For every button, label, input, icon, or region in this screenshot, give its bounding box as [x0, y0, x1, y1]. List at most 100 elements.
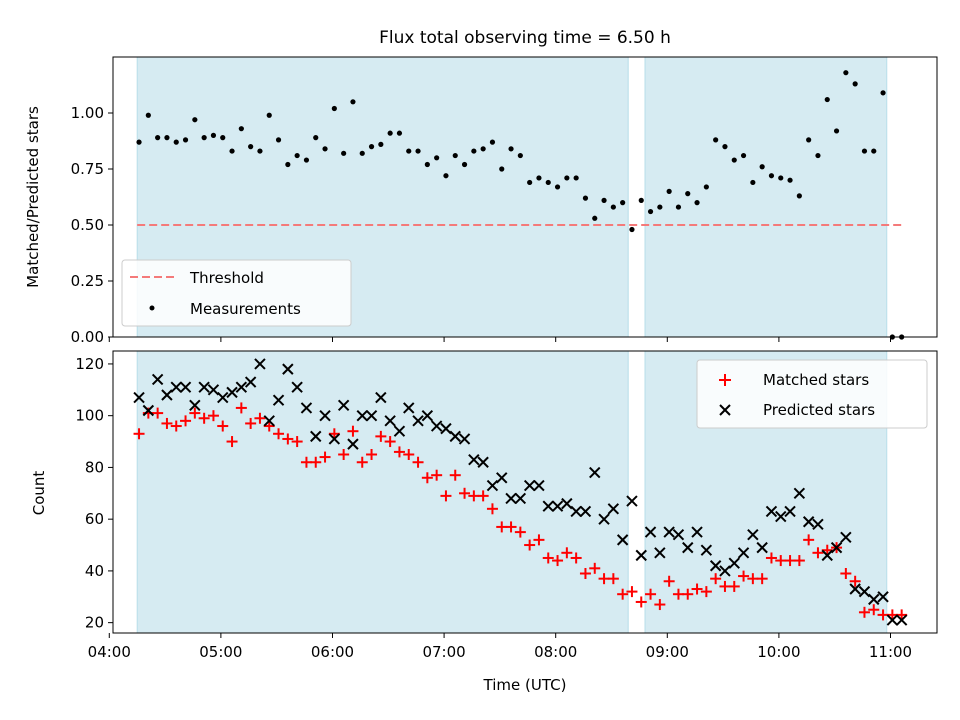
predicted-point: [263, 415, 275, 427]
predicted-point: [496, 472, 508, 484]
matched-point: [421, 472, 433, 484]
measurement-point: [517, 152, 523, 159]
ratio-panel: 0.00 0.25 0.50 0.75 1.00 Matched/Predicted s…: [24, 56, 938, 346]
predicted-point: [719, 565, 731, 577]
bottom-x-axis-ticks: 04:00 05:00 06:00 07:00 08:00 09:00 10:00 11:00: [88, 633, 912, 661]
predicted-point: [821, 549, 833, 562]
predicted-point: [626, 495, 638, 507]
matched-point: [347, 425, 359, 437]
predicted-point: [449, 430, 461, 443]
predicted-point: [440, 422, 452, 435]
matched-point: [840, 567, 852, 579]
predicted-point: [272, 394, 285, 406]
matched-point: [756, 573, 768, 585]
top-y-axis-ticks: 0.00 0.25 0.50 0.75 1.00: [71, 104, 113, 346]
predicted-point: [393, 425, 406, 437]
shaded-interval: [136, 350, 629, 634]
measurement-point: [220, 135, 226, 141]
measurement-point: [294, 152, 300, 159]
measurement-point: [173, 139, 179, 145]
measurement-point: [434, 155, 440, 161]
measurement-point: [285, 161, 291, 168]
measurement-point: [452, 152, 458, 159]
measurement-point: [731, 157, 737, 163]
matched-point: [700, 586, 712, 598]
measurement-point: [145, 112, 151, 118]
measurement-point: [443, 173, 449, 179]
matched-point: [570, 552, 582, 564]
measurement-point: [378, 141, 384, 147]
y-tick-label: 100: [75, 407, 104, 425]
predicted-stars-series: [133, 358, 908, 626]
measurement-point: [201, 135, 207, 141]
matched-point: [310, 456, 322, 468]
predicted-point: [775, 510, 787, 523]
matched-point: [440, 490, 452, 502]
matched-point: [338, 448, 350, 460]
measurement-point: [248, 144, 254, 150]
matched-point: [384, 436, 396, 448]
predicted-point: [337, 399, 350, 412]
predicted-point: [226, 386, 238, 399]
matched-point: [682, 588, 694, 600]
predicted-point: [254, 358, 266, 370]
measurement-point: [750, 179, 756, 186]
y-tick-label: 60: [85, 510, 104, 528]
matched-point: [180, 415, 192, 427]
matched-point: [533, 534, 545, 546]
predicted-point: [793, 487, 806, 500]
matched-point: [207, 410, 219, 422]
matched-point: [273, 428, 285, 440]
measurement-point: [489, 139, 496, 145]
measurement-point: [657, 204, 663, 210]
matched-point: [282, 433, 294, 445]
measurement-point: [229, 148, 235, 154]
matched-point: [217, 420, 229, 432]
measurement-point: [527, 179, 533, 186]
y-tick-label: 40: [85, 562, 104, 580]
measurement-point: [620, 200, 626, 206]
measurement-point: [554, 184, 561, 190]
predicted-point: [616, 534, 629, 546]
measurement-point: [368, 144, 375, 150]
x-tick-label: 05:00: [199, 643, 242, 661]
predicted-point: [561, 497, 573, 510]
matched-point: [393, 446, 405, 458]
predicted-point: [737, 547, 750, 559]
matched-point: [300, 456, 312, 468]
measurements-series: [136, 70, 905, 340]
measurement-point: [424, 161, 430, 168]
predicted-point: [663, 526, 675, 538]
matched-point: [579, 567, 591, 579]
matched-point: [412, 456, 424, 468]
predicted-point: [747, 528, 759, 541]
measurement-point: [582, 195, 589, 201]
measurement-point: [861, 148, 868, 154]
predicted-point: [300, 402, 313, 414]
measurement-point: [396, 130, 403, 136]
predicted-point: [458, 433, 471, 445]
y-tick-label: 0.00: [71, 328, 104, 346]
matched-legend-label: Matched stars: [763, 371, 869, 389]
matched-point: [877, 609, 889, 621]
matched-point: [328, 428, 340, 440]
matched-point: [133, 428, 145, 440]
x-tick-label: 06:00: [311, 643, 354, 661]
bottom-y-axis-label: Count: [30, 471, 48, 516]
predicted-point: [691, 526, 703, 538]
predicted-point: [877, 591, 889, 603]
matched-point: [747, 573, 759, 585]
matched-point: [728, 580, 740, 592]
matched-point: [561, 547, 573, 559]
predicted-point: [523, 479, 536, 492]
x-tick-label: 04:00: [88, 643, 131, 661]
matched-point: [375, 430, 387, 442]
measurement-point: [778, 175, 784, 181]
measurement-point: [685, 191, 691, 197]
measurement-point: [508, 146, 514, 152]
matched-point: [486, 503, 498, 515]
measurement-point: [806, 137, 812, 143]
top-legend-box: [121, 259, 352, 327]
measurement-point: [303, 157, 310, 163]
